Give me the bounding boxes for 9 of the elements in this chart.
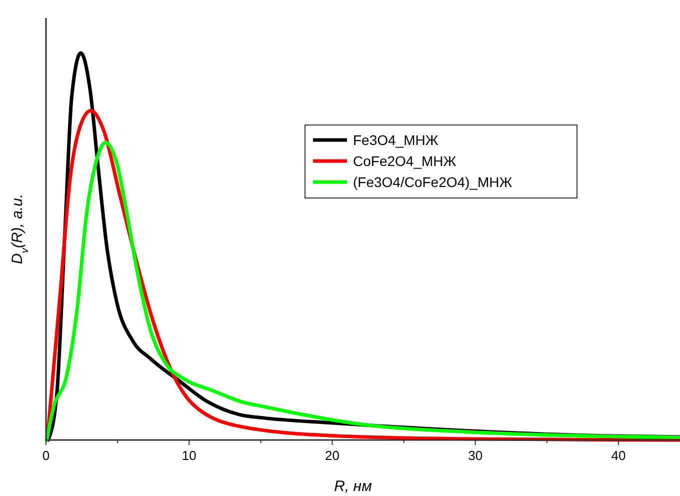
x-tick-label: 0 — [42, 448, 50, 463]
legend-label: Fe3O4_МНЖ — [353, 132, 438, 148]
x-tick-label: 20 — [324, 448, 340, 463]
x-axis-title: R, нм — [334, 478, 372, 495]
x-tick-label: 10 — [182, 448, 196, 463]
legend-label: (Fe3O4/CoFe2O4)_МНЖ — [353, 174, 512, 190]
x-tick-label: 40 — [611, 448, 626, 463]
legend-label: CoFe2O4_МНЖ — [353, 153, 456, 169]
x-tick-label: 30 — [468, 448, 483, 463]
